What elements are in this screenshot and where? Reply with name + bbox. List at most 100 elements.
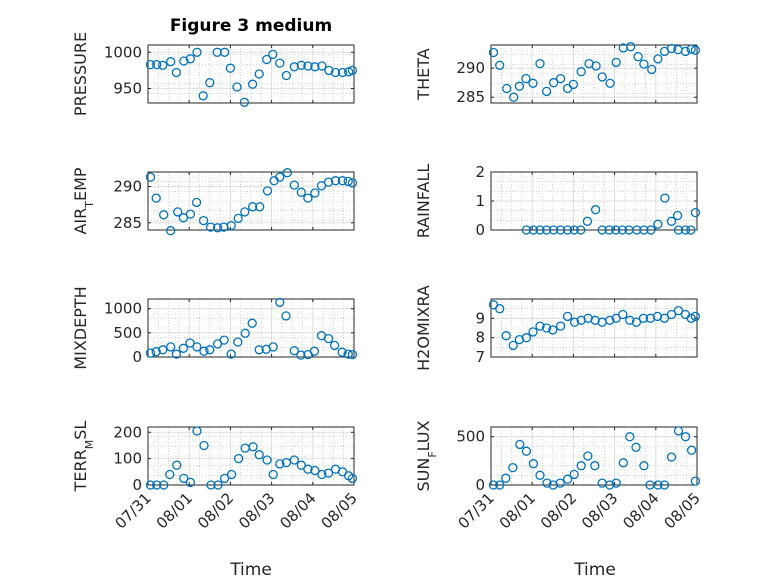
data-point-2-25 bbox=[316, 181, 327, 191]
y-axis-label-1: THETA bbox=[414, 48, 433, 100]
data-point-2-12 bbox=[226, 220, 236, 231]
y-tick-label-6-0: 0 bbox=[132, 476, 142, 494]
data-point-1-26 bbox=[666, 43, 677, 54]
data-point-0-15 bbox=[247, 79, 258, 89]
data-point-6-18 bbox=[268, 469, 278, 480]
data-point-2-0 bbox=[145, 172, 156, 182]
data-point-4-8 bbox=[199, 346, 209, 356]
data-point-7-18 bbox=[611, 478, 621, 488]
data-point-3-17 bbox=[639, 225, 649, 235]
data-point-1-2 bbox=[502, 83, 512, 94]
y-tick-label-1-0: 285 bbox=[456, 88, 485, 106]
data-point-4-24 bbox=[309, 346, 320, 356]
data-point-7-24 bbox=[653, 480, 663, 490]
data-point-3-23 bbox=[673, 225, 684, 235]
data-point-6-13 bbox=[233, 453, 244, 464]
data-point-1-8 bbox=[541, 86, 552, 97]
y-tick-label-2-0: 285 bbox=[113, 214, 142, 232]
data-point-2-23 bbox=[303, 193, 313, 203]
x-tick-label-6-2: 08/02 bbox=[194, 489, 237, 532]
y-tick-label-3-0: 0 bbox=[475, 221, 485, 239]
data-point-0-19 bbox=[275, 58, 285, 68]
data-point-5-30 bbox=[690, 311, 701, 322]
data-point-5-1 bbox=[495, 304, 505, 314]
data-point-2-8 bbox=[198, 215, 209, 226]
data-point-5-28 bbox=[680, 309, 691, 320]
x-tick-label-6-0: 07/31 bbox=[112, 489, 155, 532]
data-point-0-25 bbox=[317, 61, 327, 71]
data-point-0-7 bbox=[192, 47, 202, 57]
data-point-7-3 bbox=[508, 462, 518, 473]
data-point-2-3 bbox=[166, 226, 176, 236]
panel-2: 285 290 AIRTEMP bbox=[71, 167, 358, 236]
data-point-3-20 bbox=[660, 193, 670, 203]
data-point-6-12 bbox=[226, 469, 237, 480]
data-point-0-1 bbox=[152, 59, 162, 70]
data-point-7-14 bbox=[583, 451, 593, 461]
data-point-7-10 bbox=[555, 478, 565, 488]
data-point-3-18 bbox=[646, 225, 656, 235]
data-point-6-9 bbox=[206, 480, 216, 490]
data-point-7-26 bbox=[666, 452, 677, 462]
data-point-6-19 bbox=[275, 459, 285, 469]
data-point-4-21 bbox=[289, 346, 299, 356]
data-point-6-2 bbox=[159, 480, 169, 490]
y-tick-label-5-2: 9 bbox=[475, 309, 485, 327]
data-point-1-4 bbox=[514, 81, 525, 91]
axes-box-6 bbox=[147, 426, 355, 486]
data-point-5-21 bbox=[631, 317, 642, 327]
x-axis-label-right: Time bbox=[573, 560, 616, 580]
data-point-6-23 bbox=[303, 464, 313, 474]
data-point-3-5 bbox=[555, 225, 566, 235]
data-point-2-22 bbox=[296, 187, 306, 197]
data-point-7-4 bbox=[515, 439, 525, 450]
data-point-4-3 bbox=[166, 342, 176, 352]
y-tick-label-6-1: 100 bbox=[113, 450, 142, 468]
data-point-3-19 bbox=[653, 219, 663, 229]
data-point-3-9 bbox=[582, 216, 593, 226]
data-point-4-5 bbox=[178, 343, 189, 353]
data-point-3-4 bbox=[548, 225, 559, 235]
panel-1: 285 290 THETA bbox=[414, 42, 701, 106]
data-point-4-26 bbox=[323, 333, 334, 344]
data-point-6-8 bbox=[199, 440, 209, 451]
y-tick-label-5-0: 7 bbox=[475, 348, 485, 366]
data-point-5-3 bbox=[508, 340, 518, 351]
figure-title: Figure 3 medium bbox=[170, 16, 332, 36]
data-point-0-21 bbox=[289, 62, 299, 72]
data-point-5-10 bbox=[555, 321, 566, 331]
data-point-3-25 bbox=[686, 225, 696, 235]
y-tick-label-1-1: 290 bbox=[456, 59, 485, 77]
data-point-5-17 bbox=[605, 315, 615, 325]
data-point-4-13 bbox=[233, 337, 243, 347]
data-point-1-9 bbox=[548, 78, 559, 88]
data-point-0-26 bbox=[324, 65, 334, 76]
data-point-0-4 bbox=[171, 67, 182, 78]
data-point-2-1 bbox=[151, 193, 161, 203]
data-point-4-16 bbox=[254, 345, 264, 355]
data-point-2-2 bbox=[159, 210, 169, 220]
data-point-0-17 bbox=[262, 54, 272, 65]
data-point-5-20 bbox=[625, 315, 635, 325]
data-point-7-7 bbox=[535, 470, 545, 480]
x-tick-label-6-5: 08/05 bbox=[318, 489, 361, 532]
data-point-3-13 bbox=[611, 225, 621, 235]
data-point-2-7 bbox=[191, 197, 202, 208]
y-tick-label-7-1: 500 bbox=[456, 428, 485, 446]
data-point-4-14 bbox=[240, 328, 250, 338]
data-point-7-28 bbox=[680, 432, 691, 442]
data-point-1-5 bbox=[521, 73, 531, 84]
data-point-4-22 bbox=[296, 350, 306, 360]
data-point-3-2 bbox=[535, 225, 545, 235]
data-point-2-4 bbox=[173, 207, 183, 217]
data-point-2-17 bbox=[262, 186, 273, 196]
panel-7: 0 500 SUNFLUX 07/3108/0108/0208/0308/0408/0… bbox=[414, 420, 704, 532]
y-tick-label-3-1: 1 bbox=[475, 192, 485, 210]
data-point-5-8 bbox=[541, 323, 552, 333]
data-point-0-13 bbox=[232, 82, 242, 92]
data-point-6-6 bbox=[185, 477, 196, 488]
data-point-3-26 bbox=[690, 207, 701, 218]
data-point-2-10 bbox=[212, 223, 223, 233]
data-point-7-0 bbox=[488, 480, 499, 490]
